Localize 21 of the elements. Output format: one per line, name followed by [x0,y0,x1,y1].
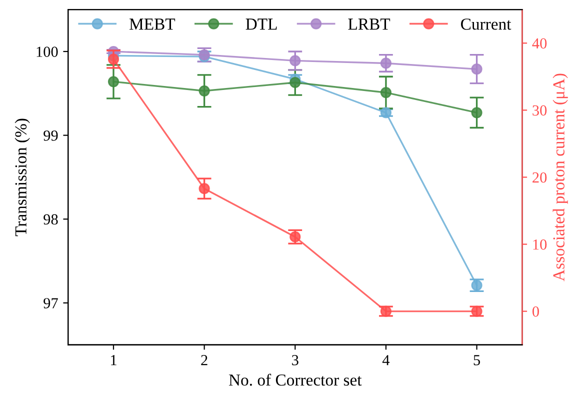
x-tick-label: 3 [292,355,298,366]
y-tick-label: 100 [36,46,58,57]
y2-tick-label: 10 [533,239,547,250]
legend-label: DTL [246,18,277,30]
y2-tick-label: 30 [532,105,547,116]
legend-label: Current [461,18,512,30]
x-tick-label: 5 [474,355,480,366]
y-axis-title: Transmission (%) [14,118,30,236]
legend-label: LRBT [348,18,390,30]
y-tick-label: 97 [44,298,58,308]
x-tick-label: 2 [201,355,208,366]
x-tick-label: 4 [382,355,390,366]
y-tick-label: 98 [44,214,58,225]
x-axis-title: No. of Corrector set [228,374,362,386]
y2-axis-title: Associated proton current (μA) [552,74,568,282]
y2-tick-label: 40 [532,38,547,49]
x-tick-label: 1 [111,355,116,366]
y2-tick-label: 0 [532,306,539,317]
y2-tick-label: 20 [532,172,547,183]
y-tick-label: 99 [44,130,58,141]
legend-label: MEBT [130,18,176,30]
